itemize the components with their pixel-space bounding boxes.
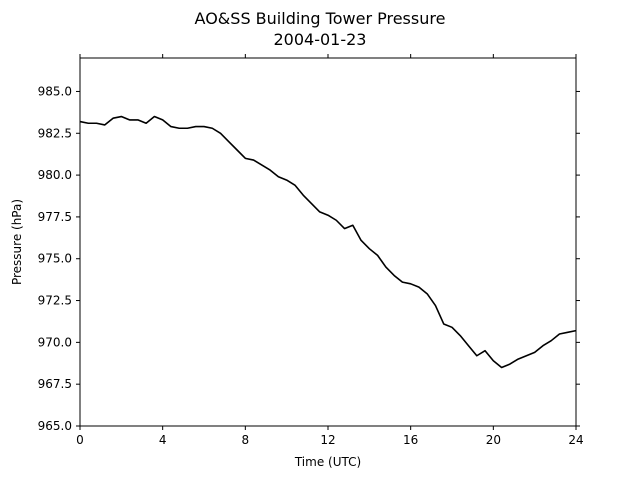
y-axis-label: Pressure (hPa): [10, 199, 24, 285]
x-tick-label: 12: [320, 433, 335, 447]
series-group: [79, 115, 577, 369]
x-tick-label: 4: [159, 433, 167, 447]
chart-subtitle: 2004-01-23: [274, 30, 367, 49]
y-tick-label: 975.0: [38, 252, 72, 266]
x-tick-label: 24: [568, 433, 583, 447]
y-tick-label: 982.5: [38, 126, 72, 140]
y-tick-label: 972.5: [38, 294, 72, 308]
y-tick-label: 980.0: [38, 168, 72, 182]
x-tick-label: 20: [486, 433, 501, 447]
chart-title: AO&SS Building Tower Pressure: [195, 9, 446, 28]
y-tick-label: 970.0: [38, 335, 72, 349]
axes: 0 4 8 12 16 20 24 965.0 967.5 970.0 972.5 975.0 977.…: [38, 54, 584, 447]
x-tick-label: 16: [403, 433, 418, 447]
series-line-0: [79, 115, 577, 369]
x-tick-label: 0: [76, 433, 84, 447]
y-tick-label: 985.0: [38, 84, 72, 98]
y-tick-label: 967.5: [38, 377, 72, 391]
x-axis-label: Time (UTC): [294, 455, 361, 469]
x-tick-label: 8: [242, 433, 250, 447]
y-tick-label: 965.0: [38, 419, 72, 433]
y-tick-label: 977.5: [38, 210, 72, 224]
plot-frame: [79, 57, 577, 427]
